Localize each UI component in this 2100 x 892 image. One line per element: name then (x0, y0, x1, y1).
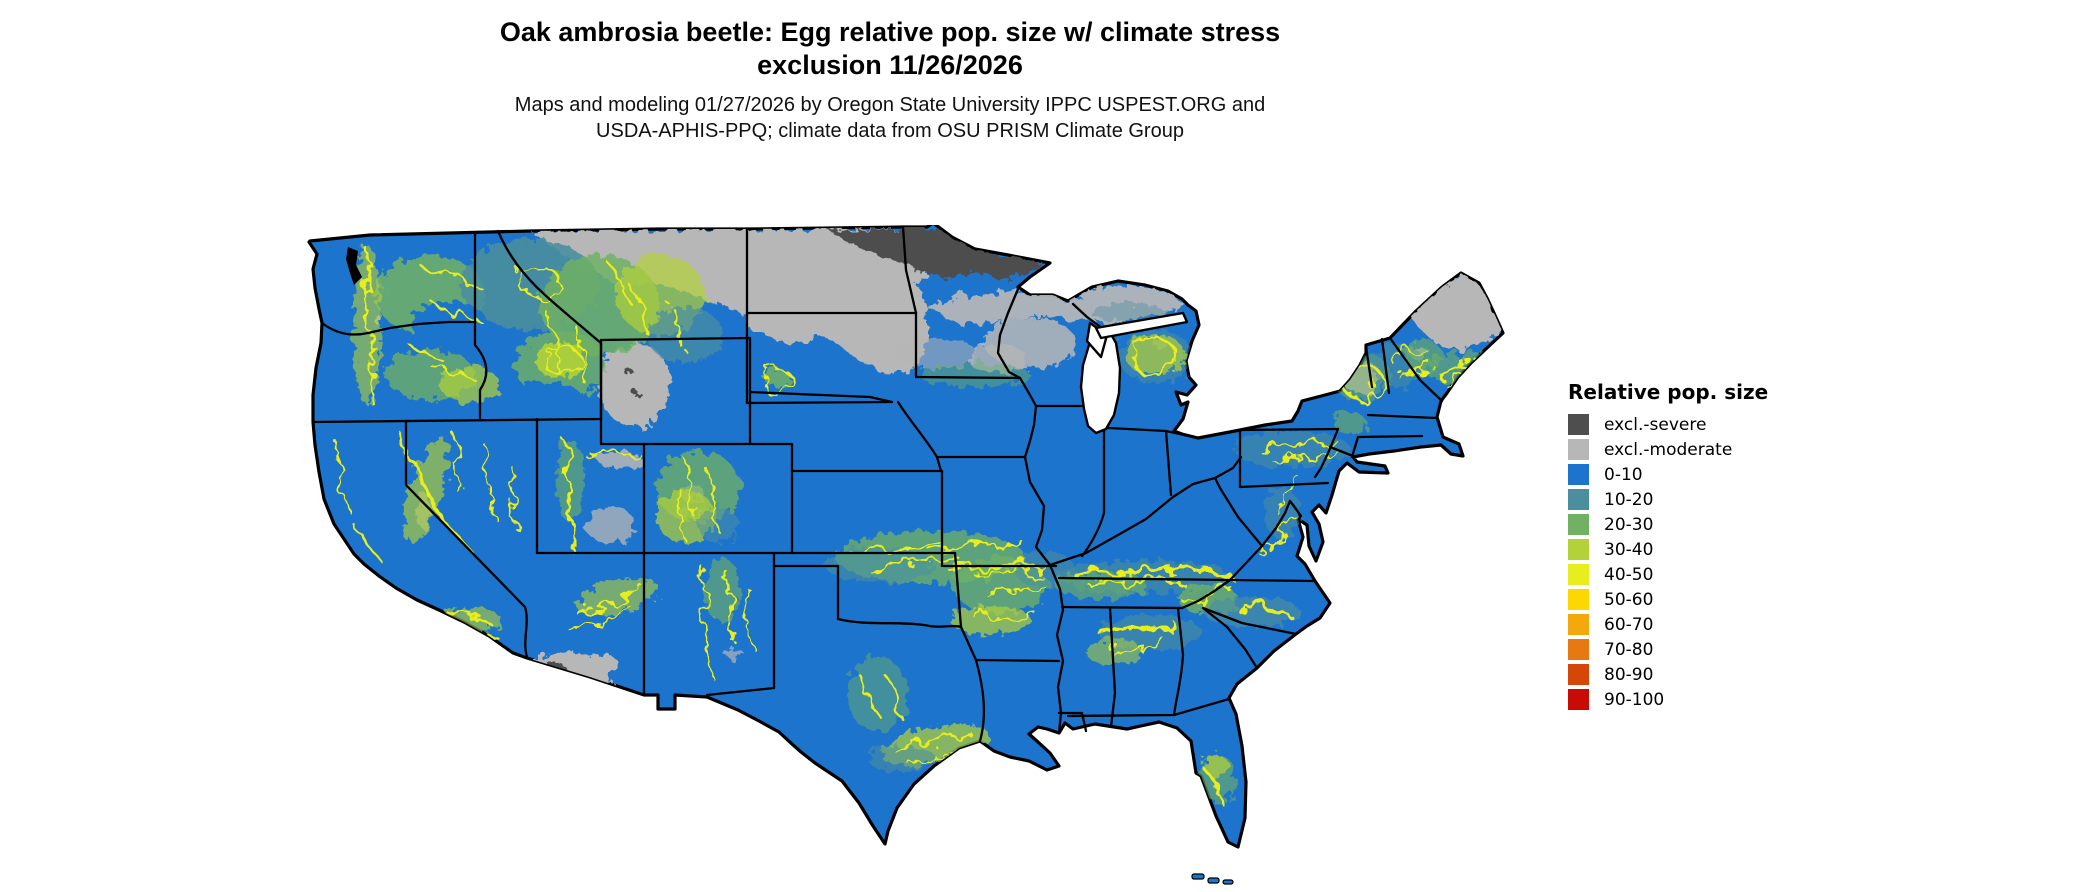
legend: Relative pop. size excl.-severe excl.-mo… (1568, 380, 1768, 712)
map-title: Oak ambrosia beetle: Egg relative pop. s… (0, 16, 1780, 82)
legend-swatch-90-100 (1568, 689, 1589, 710)
map-title-line2: exclusion 11/26/2026 (757, 50, 1023, 80)
legend-label: 60-70 (1604, 614, 1654, 635)
legend-swatch-70-80 (1568, 639, 1589, 660)
florida-keys (1191, 873, 1234, 885)
legend-row: 20-30 (1568, 512, 1768, 537)
legend-swatch-0-10 (1568, 464, 1589, 485)
legend-label: excl.-severe (1604, 414, 1707, 435)
legend-row: 30-40 (1568, 537, 1768, 562)
legend-swatch-20-30 (1568, 514, 1589, 535)
legend-label: 0-10 (1604, 464, 1643, 485)
legend-label: 30-40 (1604, 539, 1654, 560)
legend-row: excl.-severe (1568, 412, 1768, 437)
legend-row: excl.-moderate (1568, 437, 1768, 462)
legend-row: 60-70 (1568, 612, 1768, 637)
legend-swatch-40-50 (1568, 564, 1589, 585)
legend-row: 80-90 (1568, 662, 1768, 687)
us-map (307, 225, 1505, 885)
map-subtitle-line2: USDA-APHIS-PPQ; climate data from OSU PR… (596, 120, 1184, 142)
legend-label: 90-100 (1604, 689, 1665, 710)
legend-swatch-excl-severe (1568, 414, 1589, 435)
state-borders (311, 225, 1444, 743)
lake-michigan (1079, 327, 1122, 435)
legend-row: 90-100 (1568, 687, 1768, 712)
legend-label: 50-60 (1604, 589, 1654, 610)
legend-label: 70-80 (1604, 639, 1654, 660)
legend-label: excl.-moderate (1604, 439, 1733, 460)
legend-row: 50-60 (1568, 587, 1768, 612)
legend-swatch-60-70 (1568, 614, 1589, 635)
legend-swatch-excl-moderate (1568, 439, 1589, 460)
legend-label: 20-30 (1604, 514, 1654, 535)
legend-row: 10-20 (1568, 487, 1768, 512)
legend-row: 70-80 (1568, 637, 1768, 662)
legend-label: 10-20 (1604, 489, 1654, 510)
legend-swatch-80-90 (1568, 664, 1589, 685)
legend-swatch-30-40 (1568, 539, 1589, 560)
legend-label: 40-50 (1604, 564, 1654, 585)
puget-sound (346, 247, 362, 285)
legend-swatch-10-20 (1568, 489, 1589, 510)
legend-row: 40-50 (1568, 562, 1768, 587)
legend-swatch-50-60 (1568, 589, 1589, 610)
legend-label: 80-90 (1604, 664, 1654, 685)
map-subtitle-line1: Maps and modeling 01/27/2026 by Oregon S… (514, 94, 1266, 116)
map-subtitle: Maps and modeling 01/27/2026 by Oregon S… (0, 92, 1780, 144)
legend-title: Relative pop. size (1568, 380, 1769, 404)
map-title-line1: Oak ambrosia beetle: Egg relative pop. s… (499, 17, 1281, 47)
legend-row: 0-10 (1568, 462, 1768, 487)
straits-of-mackinac (1094, 311, 1189, 340)
great-lakes (1079, 311, 1189, 435)
